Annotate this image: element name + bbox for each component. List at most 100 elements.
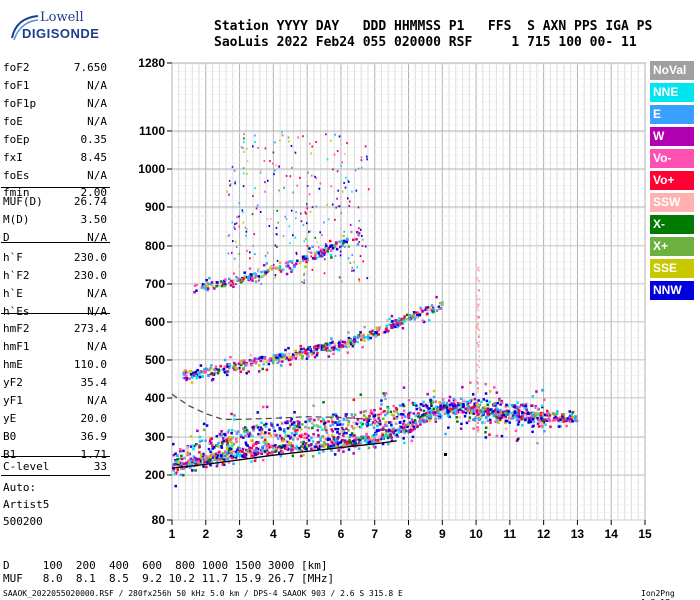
echo-point [445, 406, 449, 409]
echo-point [341, 161, 343, 164]
echo-point [247, 277, 250, 281]
echo-point [319, 425, 322, 429]
echo-point [322, 450, 325, 453]
echo-point [531, 430, 534, 434]
echo-point [333, 439, 336, 443]
echo-point [290, 270, 293, 273]
echo-point [302, 224, 305, 227]
echo-point [555, 416, 559, 420]
echo-point [415, 407, 419, 411]
echo-point [176, 454, 179, 457]
echo-point [238, 265, 240, 268]
echo-point [555, 410, 559, 413]
echo-point [310, 353, 314, 356]
echo-point [249, 451, 253, 454]
echo-point [476, 419, 478, 422]
echo-point [497, 421, 500, 425]
echo-point [389, 433, 393, 436]
echo-point [439, 405, 442, 408]
echo-point [230, 437, 234, 440]
echo-point [332, 346, 336, 349]
echo-point [504, 413, 507, 416]
echo-point [383, 394, 386, 397]
echo-point [320, 443, 323, 447]
echo-point [279, 139, 281, 142]
echo-point [201, 370, 204, 373]
echo-point [272, 266, 275, 270]
echo-point [231, 221, 234, 224]
echo-point [343, 341, 346, 344]
echo-point [385, 327, 388, 331]
echo-point [359, 426, 363, 429]
param-label: hmE [3, 358, 23, 371]
echo-point [345, 431, 348, 435]
echo-point [203, 371, 207, 374]
echo-point [275, 164, 277, 167]
echo-point [354, 169, 357, 172]
echo-point [446, 408, 449, 412]
echo-point [412, 311, 416, 314]
echo-point [562, 413, 566, 416]
echo-point [387, 435, 390, 439]
echo-point [428, 306, 431, 309]
echo-point [265, 448, 268, 451]
echo-point [377, 415, 380, 418]
echo-point [450, 402, 453, 405]
echo-point [326, 346, 329, 349]
echo-point [211, 447, 215, 450]
echo-point [238, 449, 242, 453]
echo-point [278, 189, 280, 192]
echo-point [478, 297, 481, 300]
echo-point [323, 344, 326, 348]
echo-point [307, 426, 311, 430]
echo-point [189, 371, 193, 375]
echo-point [353, 269, 355, 272]
echo-point [229, 184, 232, 187]
echo-point [361, 336, 364, 340]
echo-point [463, 415, 467, 418]
echo-point [373, 418, 376, 421]
param-md: M(D) 3.50 [3, 213, 107, 231]
echo-point [287, 434, 290, 438]
echo-point [273, 169, 276, 172]
echo-point [481, 411, 485, 415]
echo-point [259, 426, 263, 429]
echo-point [546, 412, 549, 415]
echo-point [407, 416, 411, 419]
echo-point [407, 413, 411, 417]
echo-point [330, 433, 334, 437]
echo-point [404, 429, 407, 433]
echo-point [306, 244, 309, 247]
echo-point [403, 441, 406, 445]
echo-point [264, 441, 268, 444]
echo-point [255, 360, 258, 364]
echo-point [217, 369, 221, 372]
echo-point [522, 404, 525, 408]
echo-point [413, 427, 416, 431]
echo-point [266, 179, 269, 182]
param-fof2: foF2 7.650 [3, 61, 107, 79]
echo-point [513, 411, 517, 415]
y-tick-label: 1000 [138, 162, 165, 176]
echo-point [515, 412, 518, 415]
echo-point [347, 180, 350, 183]
echo-point [520, 417, 523, 421]
echo-point [431, 411, 435, 414]
echo-point [516, 423, 520, 426]
param-label: M(D) [3, 213, 30, 226]
echo-point [287, 346, 290, 350]
echo-point [476, 402, 478, 405]
echo-point [349, 342, 353, 346]
echo-point [264, 269, 268, 273]
echo-point [420, 403, 424, 406]
echo-point [209, 450, 212, 454]
echo-point [387, 442, 390, 446]
echo-point [332, 352, 335, 356]
echo-point [402, 437, 405, 440]
echo-point [300, 349, 304, 353]
echo-point [289, 242, 291, 245]
echo-point [304, 432, 307, 436]
echo-point [344, 245, 346, 248]
echo-point [243, 271, 246, 274]
y-tick-label: 200 [145, 468, 165, 482]
